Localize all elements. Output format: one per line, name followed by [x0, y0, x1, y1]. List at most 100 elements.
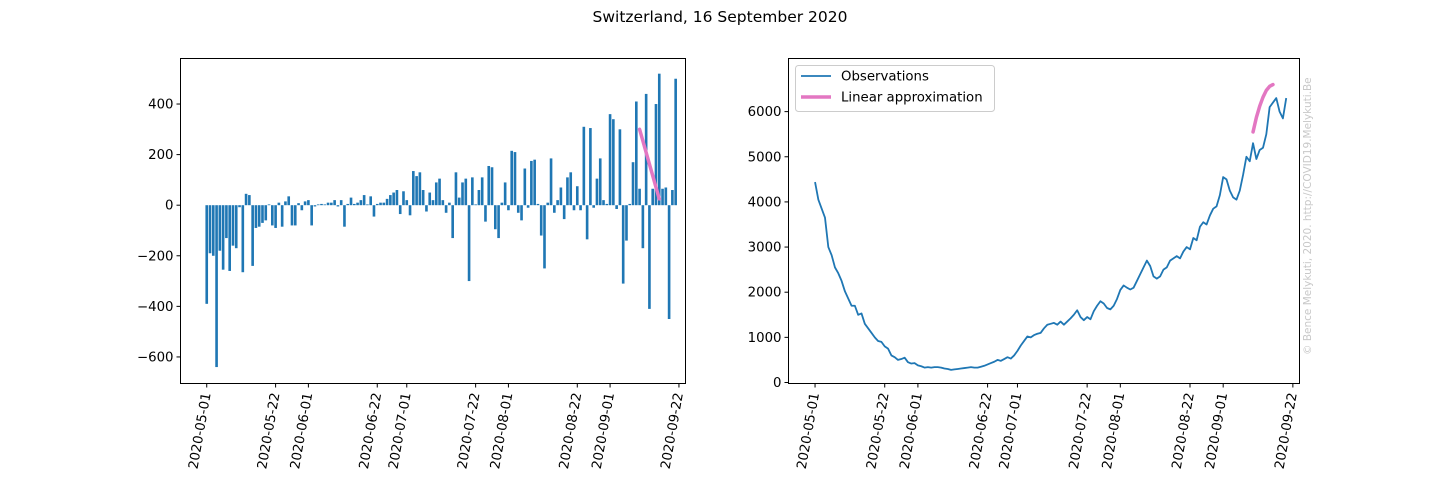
x-tick-label: 2020-09-01 [1203, 392, 1231, 471]
bar [474, 204, 477, 206]
bar [592, 205, 595, 208]
bar [264, 205, 268, 221]
figure-title: Switzerland, 16 September 2020 [593, 8, 848, 26]
bar [271, 205, 274, 226]
bar [621, 205, 625, 284]
bar [539, 205, 543, 236]
bar [362, 195, 366, 206]
bar [248, 195, 251, 206]
bar [657, 73, 661, 206]
bar [562, 205, 566, 220]
bar [280, 205, 284, 227]
bar [339, 200, 343, 206]
x-tick-label: 2020-07-22 [455, 392, 483, 471]
bar [631, 162, 635, 206]
left-panel-daily-changes: 400 200 0 −200 −400 −600 2020-05-01 2020-05-22… [137, 58, 687, 471]
bar [303, 201, 307, 206]
bar [556, 200, 559, 206]
x-tick-label: 2020-07-22 [1067, 392, 1095, 471]
bar [333, 200, 336, 206]
bar [379, 202, 382, 206]
bar [444, 205, 448, 213]
bar [290, 205, 294, 226]
y-tick-label: 6000 [748, 105, 782, 120]
bar [257, 205, 261, 227]
bar [480, 177, 484, 206]
y-tick-label: 200 [148, 148, 173, 163]
bar [375, 203, 379, 206]
bar [651, 188, 655, 206]
left-axes-frame [180, 58, 686, 384]
bar [231, 205, 235, 246]
bar [336, 205, 340, 207]
bar [625, 205, 628, 241]
x-tick-label: 2020-09-22 [659, 392, 687, 471]
bar [274, 205, 277, 228]
bar [566, 177, 569, 206]
legend-label: Linear approximation [841, 91, 983, 106]
right-x-axis: 2020-05-01 2020-05-22 2020-06-01 2020-06-22… [795, 383, 1301, 471]
bar [297, 203, 300, 206]
y-tick-label: −200 [137, 249, 174, 264]
bar [497, 205, 500, 239]
bar [261, 205, 264, 223]
x-tick-label: 2020-08-01 [488, 392, 516, 471]
bar [484, 205, 487, 222]
bar [559, 187, 563, 206]
bar [608, 114, 612, 206]
bar [316, 204, 320, 206]
bar [526, 205, 530, 208]
bar [441, 200, 445, 206]
bar [395, 190, 399, 206]
legend-frame [795, 65, 995, 112]
bar [635, 101, 638, 206]
bar [251, 205, 254, 266]
bar [215, 205, 218, 368]
x-tick-label: 2020-05-01 [186, 392, 214, 471]
bar [211, 205, 215, 256]
x-tick-label: 2020-08-22 [1170, 392, 1198, 471]
bar [284, 201, 287, 206]
bar [585, 205, 589, 240]
bar [431, 200, 435, 206]
bar [615, 205, 618, 209]
bar [638, 188, 641, 206]
bar [412, 171, 415, 206]
bar [372, 205, 376, 217]
bar [225, 205, 228, 239]
bar [421, 190, 425, 206]
bar [533, 159, 536, 206]
bar [493, 205, 497, 230]
x-tick-label: 2020-09-01 [590, 392, 618, 471]
bar [500, 202, 504, 206]
x-tick-label: 2020-08-01 [1100, 392, 1128, 471]
x-tick-label: 2020-05-22 [255, 392, 283, 471]
bar [664, 187, 668, 206]
bar [477, 190, 481, 206]
x-tick-label: 2020-09-22 [1273, 392, 1301, 471]
bar [543, 205, 546, 269]
bar [641, 205, 645, 249]
line-series-layer [814, 82, 1288, 371]
x-tick-label: 2020-06-22 [357, 392, 385, 471]
bar [313, 205, 317, 207]
bar [454, 172, 458, 206]
bar [467, 205, 471, 282]
right-axes-frame [788, 58, 1300, 384]
bar [234, 205, 238, 249]
bar [254, 205, 258, 228]
x-tick-label: 2020-07-01 [387, 392, 415, 471]
bar [244, 193, 248, 206]
bar [595, 178, 599, 206]
bar [589, 128, 592, 206]
bar [648, 205, 651, 309]
y-tick-label: 400 [148, 98, 173, 113]
bar [323, 204, 327, 206]
bar [598, 158, 602, 206]
watermark: © Bence Melykuti, 2020. http://COVID19.M… [1302, 77, 1314, 355]
bar-series [205, 73, 677, 368]
x-tick-label: 2020-08-22 [557, 392, 585, 471]
bar [389, 195, 392, 206]
bar [326, 202, 330, 206]
